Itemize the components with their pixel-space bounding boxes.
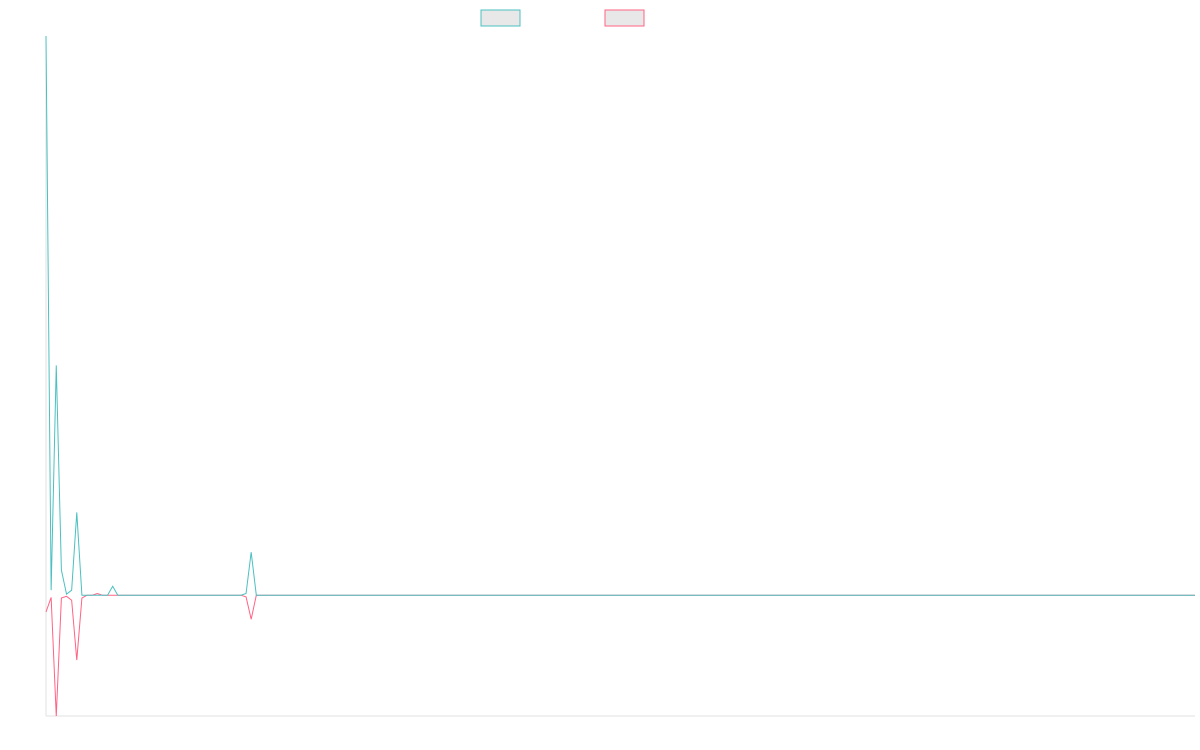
legend-swatch[interactable]	[480, 9, 521, 27]
data-line	[45, 35, 1195, 596]
legend-swatch[interactable]	[604, 9, 645, 27]
data-line	[45, 593, 1195, 717]
